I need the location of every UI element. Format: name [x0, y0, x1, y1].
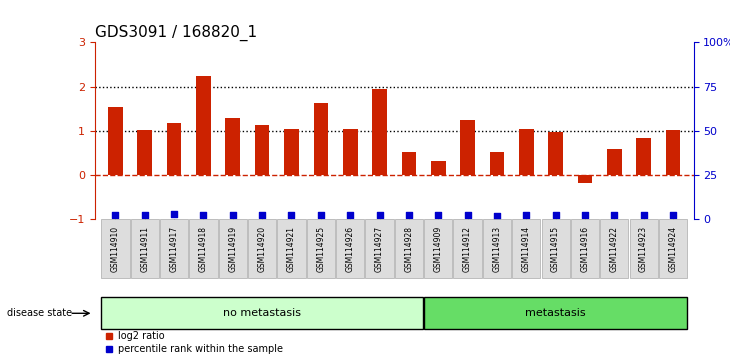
Bar — [666, 130, 680, 175]
Text: no metastasis: no metastasis — [223, 308, 301, 318]
Point — [315, 212, 327, 218]
Point — [491, 213, 503, 218]
Bar — [307, 219, 335, 278]
Point — [169, 212, 180, 217]
Bar — [284, 129, 299, 175]
Bar — [607, 149, 622, 175]
Bar — [423, 297, 687, 329]
Bar — [548, 132, 563, 175]
Bar — [519, 129, 534, 175]
Point — [667, 213, 679, 218]
Text: GSM114923: GSM114923 — [639, 225, 648, 272]
Point — [550, 212, 561, 218]
Text: GSM114911: GSM114911 — [140, 226, 149, 272]
Text: GSM114913: GSM114913 — [493, 225, 502, 272]
Bar — [137, 130, 152, 175]
Text: GSM114926: GSM114926 — [346, 225, 355, 272]
Point — [227, 212, 239, 218]
Text: GSM114914: GSM114914 — [522, 225, 531, 272]
Text: GSM114909: GSM114909 — [434, 225, 442, 272]
Bar — [490, 152, 504, 175]
Point — [520, 212, 532, 217]
Bar — [343, 129, 358, 175]
Point — [198, 212, 210, 218]
Text: GSM114928: GSM114928 — [404, 226, 413, 272]
Bar — [160, 219, 188, 278]
Text: GDS3091 / 168820_1: GDS3091 / 168820_1 — [95, 25, 257, 41]
Bar — [571, 219, 599, 278]
Text: GSM114916: GSM114916 — [580, 225, 589, 272]
Text: GSM114924: GSM114924 — [669, 225, 677, 272]
Bar — [659, 219, 687, 278]
Point — [374, 212, 385, 217]
Text: GSM114917: GSM114917 — [169, 225, 179, 272]
Bar — [313, 103, 329, 175]
Point — [110, 212, 121, 218]
Bar — [108, 107, 123, 175]
Text: GSM114918: GSM114918 — [199, 226, 208, 272]
Bar — [402, 152, 416, 175]
Text: disease state: disease state — [7, 308, 72, 318]
Bar — [600, 219, 629, 278]
Point — [403, 212, 415, 218]
Bar — [248, 219, 276, 278]
Bar — [101, 297, 423, 329]
Bar — [166, 123, 182, 175]
Bar — [512, 219, 540, 278]
Text: GSM114920: GSM114920 — [258, 225, 266, 272]
Bar — [577, 175, 592, 183]
Bar — [189, 219, 218, 278]
Bar — [629, 219, 658, 278]
Point — [139, 212, 150, 217]
Bar — [255, 125, 269, 175]
Point — [461, 212, 473, 218]
Bar — [453, 219, 482, 278]
Point — [345, 212, 356, 218]
Text: GSM114910: GSM114910 — [111, 225, 120, 272]
Text: GSM114925: GSM114925 — [316, 225, 326, 272]
Text: GSM114927: GSM114927 — [375, 225, 384, 272]
Text: GSM114921: GSM114921 — [287, 226, 296, 272]
Bar — [101, 219, 129, 278]
Point — [579, 212, 591, 218]
Bar — [460, 120, 475, 175]
Point — [608, 212, 620, 218]
Text: GSM114919: GSM114919 — [228, 225, 237, 272]
Bar — [219, 219, 247, 278]
Point — [432, 212, 444, 218]
Bar — [366, 219, 393, 278]
Bar — [637, 138, 651, 175]
Bar — [277, 219, 306, 278]
Bar — [131, 219, 159, 278]
Bar — [542, 219, 569, 278]
Text: GSM114922: GSM114922 — [610, 226, 619, 272]
Point — [285, 212, 297, 218]
Bar — [431, 161, 445, 175]
Text: GSM114915: GSM114915 — [551, 225, 560, 272]
Bar — [336, 219, 364, 278]
Bar — [226, 118, 240, 175]
Point — [256, 212, 268, 218]
Bar — [395, 219, 423, 278]
Legend: log2 ratio, percentile rank within the sample: log2 ratio, percentile rank within the s… — [100, 327, 287, 354]
Text: GSM114912: GSM114912 — [463, 226, 472, 272]
Bar — [196, 76, 211, 175]
Bar — [372, 89, 387, 175]
Text: metastasis: metastasis — [525, 308, 585, 318]
Bar — [424, 219, 453, 278]
Point — [638, 212, 650, 218]
Bar — [483, 219, 511, 278]
